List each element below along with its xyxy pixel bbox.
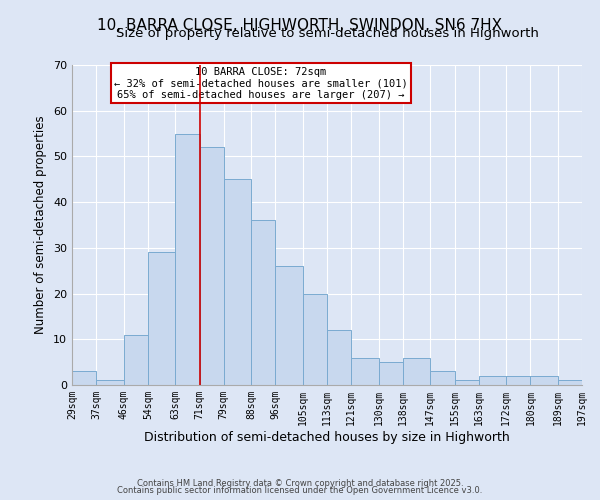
Bar (506, 376, 530, 385)
Bar (558, 380, 582, 385)
Text: Contains public sector information licensed under the Open Government Licence v3: Contains public sector information licen… (118, 486, 482, 495)
Bar (251, 220, 275, 385)
Bar (430, 372, 455, 385)
Bar (479, 376, 506, 385)
Bar (303, 294, 327, 385)
Bar (72, 372, 96, 385)
Bar (199, 148, 224, 385)
Bar (275, 266, 303, 385)
Bar (403, 358, 430, 385)
Bar (124, 334, 148, 385)
Title: Size of property relative to semi-detached houses in Highworth: Size of property relative to semi-detach… (116, 27, 538, 40)
Bar (148, 252, 175, 385)
Text: 10 BARRA CLOSE: 72sqm
← 32% of semi-detached houses are smaller (101)
65% of sem: 10 BARRA CLOSE: 72sqm ← 32% of semi-deta… (114, 66, 407, 100)
Bar (351, 358, 379, 385)
Bar (530, 376, 558, 385)
Bar (175, 134, 199, 385)
Bar (379, 362, 403, 385)
Y-axis label: Number of semi-detached properties: Number of semi-detached properties (34, 116, 47, 334)
X-axis label: Distribution of semi-detached houses by size in Highworth: Distribution of semi-detached houses by … (144, 430, 510, 444)
Text: Contains HM Land Registry data © Crown copyright and database right 2025.: Contains HM Land Registry data © Crown c… (137, 478, 463, 488)
Text: 10, BARRA CLOSE, HIGHWORTH, SWINDON, SN6 7HX: 10, BARRA CLOSE, HIGHWORTH, SWINDON, SN6… (97, 18, 503, 32)
Bar (96, 380, 124, 385)
Bar (224, 180, 251, 385)
Bar (327, 330, 351, 385)
Bar (455, 380, 479, 385)
